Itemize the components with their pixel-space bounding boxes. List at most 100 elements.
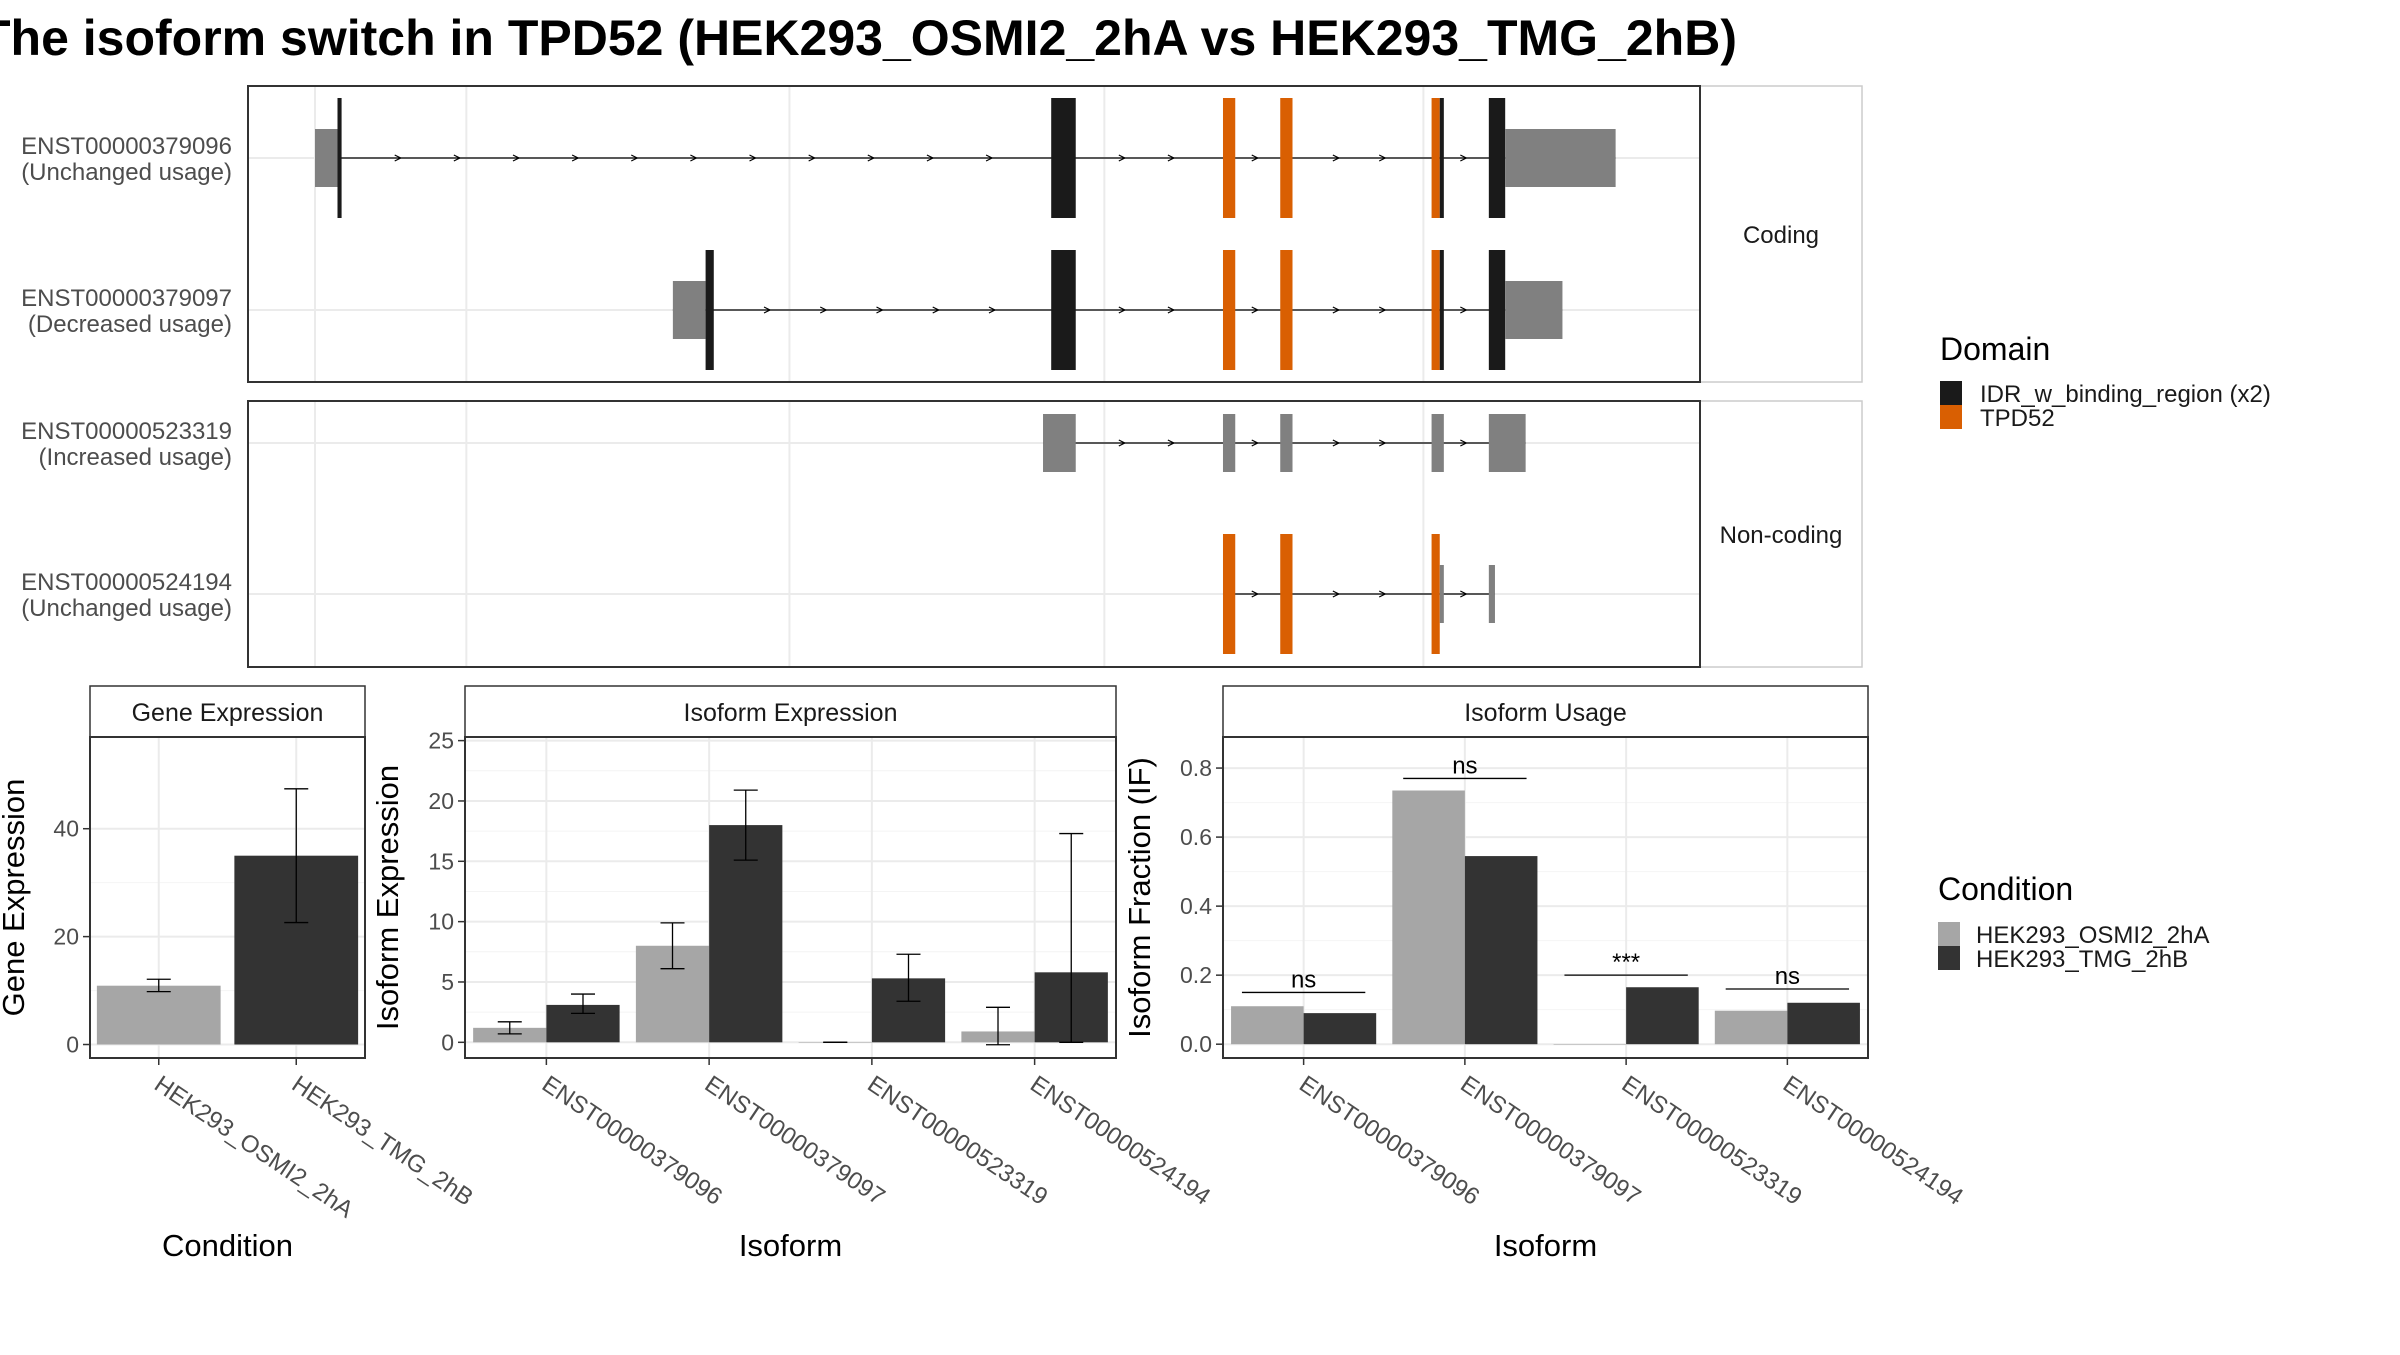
y-tick-label: 40: [53, 816, 79, 842]
bar: [709, 825, 783, 1043]
bar-panel-title: Isoform Usage: [1464, 699, 1627, 727]
bar-panel-background: [1223, 737, 1868, 1058]
x-tick-label: ENST00000379097: [700, 1071, 890, 1211]
intron-arrow: [819, 306, 828, 314]
facet-strip: [1699, 400, 1863, 668]
exon-tpd52: [1431, 250, 1440, 370]
intron-arrow: [1332, 306, 1341, 314]
significance-label: ns: [1452, 752, 1477, 779]
exon-idr: [1488, 250, 1506, 370]
transcript-usage-label: (Unchanged usage): [21, 595, 232, 622]
intron-arrow: [1118, 439, 1127, 447]
intron-arrow: [571, 154, 580, 162]
intron-arrow: [394, 154, 403, 162]
y-axis-title: Gene Expression: [0, 779, 31, 1017]
legend-swatch-cond-a: [1938, 922, 1960, 946]
bar: [1714, 1010, 1788, 1045]
intron-arrow: [749, 154, 757, 162]
exon-idr: [705, 250, 714, 370]
structure-facet-border: [247, 400, 1701, 668]
x-tick-label: ENST00000379096: [537, 1071, 727, 1211]
y-tick-label: 0.2: [1180, 962, 1212, 988]
intron-arrow: [1460, 439, 1468, 447]
bar-panel-strip: [89, 685, 366, 738]
figure-title: The isoform switch in TPD52 (HEK293_OSMI…: [0, 10, 1737, 66]
intron-arrow: [1460, 154, 1468, 162]
bar-panel-strip: [1222, 685, 1869, 738]
intron-arrow: [926, 154, 935, 162]
exon-tpd52: [1222, 98, 1236, 218]
exon-noncoding: [1431, 414, 1444, 472]
transcript-id-label: ENST00000379096: [21, 133, 232, 160]
intron-arrow: [1251, 154, 1260, 162]
y-tick-label: 20: [428, 788, 454, 814]
bar: [473, 1027, 547, 1043]
bar-panel-strip: [464, 685, 1117, 738]
exon-noncoding: [1280, 414, 1293, 472]
exon-idr: [1439, 98, 1444, 218]
facet-strip-label: Non-coding: [1720, 522, 1843, 549]
intron-arrow: [876, 306, 884, 314]
intron-arrow: [1378, 590, 1387, 598]
legend-label-cond-a: HEK293_OSMI2_2hA: [1976, 922, 2209, 949]
bar: [1787, 1002, 1860, 1045]
bar: [1392, 790, 1465, 1045]
intron-arrow: [1167, 439, 1176, 447]
facet-strip-label: Coding: [1743, 222, 1819, 249]
y-tick-label: 0: [66, 1032, 79, 1058]
legend-label-tpd52: TPD52: [1980, 405, 2055, 432]
domain-legend-title: Domain: [1940, 331, 2050, 367]
exon-tpd52: [1280, 250, 1293, 370]
intron-arrow: [1118, 154, 1127, 162]
exon-utr: [672, 281, 706, 339]
intron-arrow: [985, 154, 994, 162]
exon-tpd52: [1280, 98, 1293, 218]
intron-arrow: [453, 154, 462, 162]
y-tick-label: 0.6: [1180, 824, 1212, 850]
y-tick-label: 5: [441, 969, 454, 995]
exon-idr: [337, 98, 342, 218]
x-axis-title: Isoform: [739, 1228, 842, 1263]
intron-arrow: [1332, 439, 1341, 447]
intron-arrow: [1167, 306, 1176, 314]
exon-tpd52: [1222, 250, 1236, 370]
exon-idr: [1051, 98, 1076, 218]
x-axis-title: Isoform: [1494, 1228, 1597, 1263]
x-tick-label: ENST00000523319: [863, 1071, 1053, 1211]
exon-tpd52: [1222, 534, 1236, 654]
bar: [1303, 1013, 1377, 1045]
bar-panel-border: [89, 736, 366, 1059]
y-tick-label: 10: [428, 909, 454, 935]
y-axis-title: Isoform Expression: [370, 765, 405, 1030]
legend-swatch-idr: [1940, 381, 1962, 405]
intron-arrow: [1378, 306, 1387, 314]
bar: [1626, 987, 1699, 1045]
bar: [1231, 1006, 1304, 1045]
intron-arrow: [1460, 306, 1468, 314]
legend-label-cond-b: HEK293_TMG_2hB: [1976, 946, 2188, 973]
y-tick-label: 15: [428, 848, 454, 874]
bar: [96, 985, 221, 1045]
y-tick-label: 20: [53, 924, 79, 950]
exon-noncoding: [1439, 565, 1444, 623]
intron-arrow: [1167, 154, 1176, 162]
bar-panel-title: Isoform Expression: [684, 699, 898, 727]
y-tick-label: 25: [428, 728, 454, 754]
bar-panel-title: Gene Expression: [132, 699, 324, 727]
x-axis-title: Condition: [162, 1228, 293, 1263]
bar-panels: Gene Expression02040HEK293_OSMI2_2hAHEK2…: [0, 685, 1968, 1263]
exon-noncoding: [1043, 414, 1076, 472]
exon-utr: [1505, 281, 1563, 339]
exon-noncoding: [1222, 414, 1236, 472]
bar-panel-border: [1222, 736, 1869, 1059]
y-tick-label: 0.0: [1180, 1031, 1212, 1057]
exon-idr: [1439, 250, 1444, 370]
intron-arrow: [1378, 439, 1387, 447]
domain-legend: Domain IDR_w_binding_region (x2) TPD52: [1940, 331, 2271, 432]
condition-legend: Condition HEK293_OSMI2_2hA HEK293_TMG_2h…: [1938, 871, 2209, 973]
bar: [1464, 856, 1538, 1045]
exon-tpd52: [1280, 534, 1293, 654]
bar-panel-background: [465, 737, 1116, 1058]
structure-facet-background: [248, 86, 1700, 382]
